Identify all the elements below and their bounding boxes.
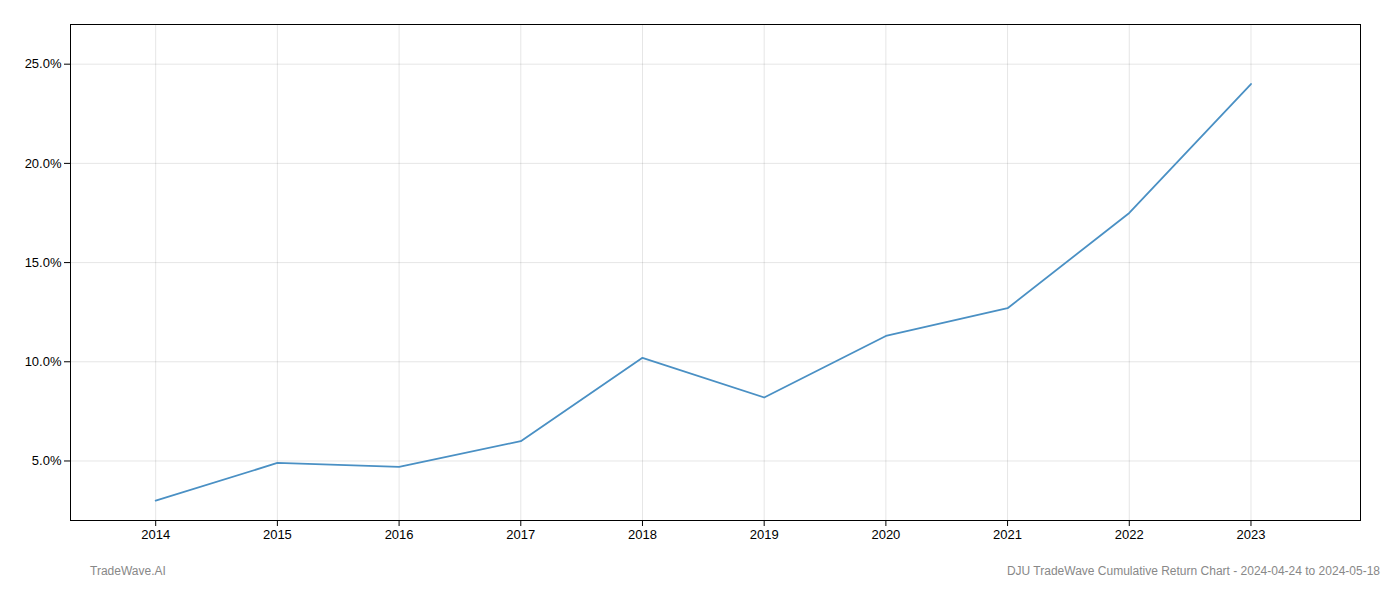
svg-text:2016: 2016 xyxy=(385,527,414,542)
svg-text:2023: 2023 xyxy=(1237,527,1266,542)
svg-text:20.0%: 20.0% xyxy=(25,156,62,171)
svg-text:5.0%: 5.0% xyxy=(32,453,62,468)
svg-text:2015: 2015 xyxy=(263,527,292,542)
svg-text:2022: 2022 xyxy=(1115,527,1144,542)
svg-text:2020: 2020 xyxy=(871,527,900,542)
html-text:DJU TradeWave Cumulative Retur: DJU TradeWave Cumulative Return Chart - … xyxy=(1006,564,1380,578)
svg-text:15.0%: 15.0% xyxy=(25,255,62,270)
svg-text:2021: 2021 xyxy=(993,527,1022,542)
svg-text:25.0%: 25.0% xyxy=(25,56,62,71)
svg-text:2017: 2017 xyxy=(506,527,535,542)
html-text:TradeWave.AI: TradeWave.AI xyxy=(90,564,166,578)
svg-text:2018: 2018 xyxy=(628,527,657,542)
svg-text:2014: 2014 xyxy=(141,527,170,542)
svg-text:2019: 2019 xyxy=(750,527,779,542)
svg-text:10.0%: 10.0% xyxy=(25,354,62,369)
